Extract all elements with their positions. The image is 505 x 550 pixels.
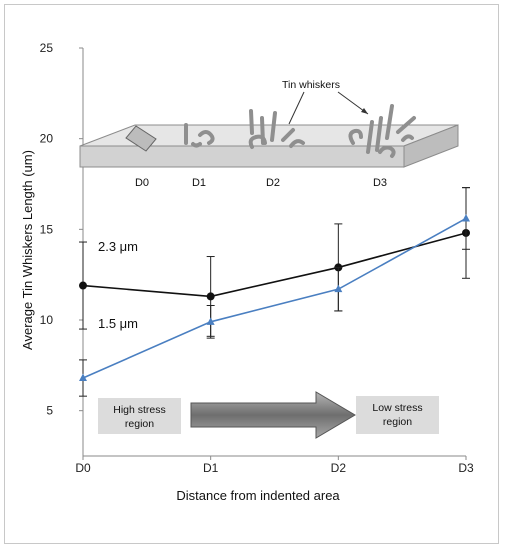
low-stress-line1: Low stress xyxy=(372,402,422,414)
y-tick-label: 25 xyxy=(40,41,54,55)
plate-illustration: Tin whiskers D0 D1 D2 D3 xyxy=(79,79,459,189)
data-point xyxy=(79,281,87,290)
callout-label: Tin whiskers xyxy=(282,79,340,91)
y-ticks: 5 10 15 20 25 xyxy=(40,41,83,418)
plate-front xyxy=(79,145,405,168)
plate-label-d3: D3 xyxy=(373,177,387,189)
series-line xyxy=(82,217,467,379)
data-point xyxy=(79,373,87,382)
data-point xyxy=(206,317,215,325)
y-tick-label: 20 xyxy=(40,132,54,146)
series-layer xyxy=(79,187,470,397)
callout-arrowhead xyxy=(361,108,368,114)
stress-arrow xyxy=(190,391,356,439)
stress-gradient: High stress region Low stress region xyxy=(98,391,439,439)
series-label-blue: 1.5 μm xyxy=(98,316,138,331)
plate-label-d1: D1 xyxy=(192,177,206,189)
x-tick-label: D1 xyxy=(203,461,219,475)
data-point xyxy=(462,213,470,222)
y-tick-label: 15 xyxy=(40,222,54,236)
plate-label-d0: D0 xyxy=(135,177,149,189)
whiskers-d2 xyxy=(248,109,305,149)
x-tick-label: D2 xyxy=(331,461,347,475)
series-0 xyxy=(79,187,470,337)
y-tick-label: 5 xyxy=(46,404,53,418)
x-tick-label: D3 xyxy=(458,461,474,475)
figure-frame xyxy=(4,4,499,544)
axes xyxy=(82,48,466,457)
x-tick-label: D0 xyxy=(75,461,91,475)
series-1 xyxy=(79,187,470,397)
x-ticks: D0 D1 D2 D3 xyxy=(75,456,474,475)
y-tick-label: 10 xyxy=(40,313,54,327)
whiskers-d3 xyxy=(348,104,416,158)
series-line xyxy=(82,232,467,298)
callout-line-d2 xyxy=(288,91,305,125)
whiskers-d1 xyxy=(184,123,215,148)
indentation-mark xyxy=(125,125,157,152)
plate-side xyxy=(403,124,459,168)
y-axis-title: Average Tin Whiskers Length (um) xyxy=(20,150,35,350)
data-point xyxy=(206,292,215,301)
high-stress-line1: High stress xyxy=(113,404,166,416)
low-stress-box xyxy=(356,396,439,434)
plate-label-d2: D2 xyxy=(266,177,280,189)
x-axis-title: Distance from indented area xyxy=(176,488,340,503)
low-stress-line2: region xyxy=(383,416,412,428)
series-label-black: 2.3 μm xyxy=(98,239,138,254)
high-stress-box xyxy=(98,398,181,434)
high-stress-line2: region xyxy=(125,418,154,430)
data-point xyxy=(334,284,343,293)
